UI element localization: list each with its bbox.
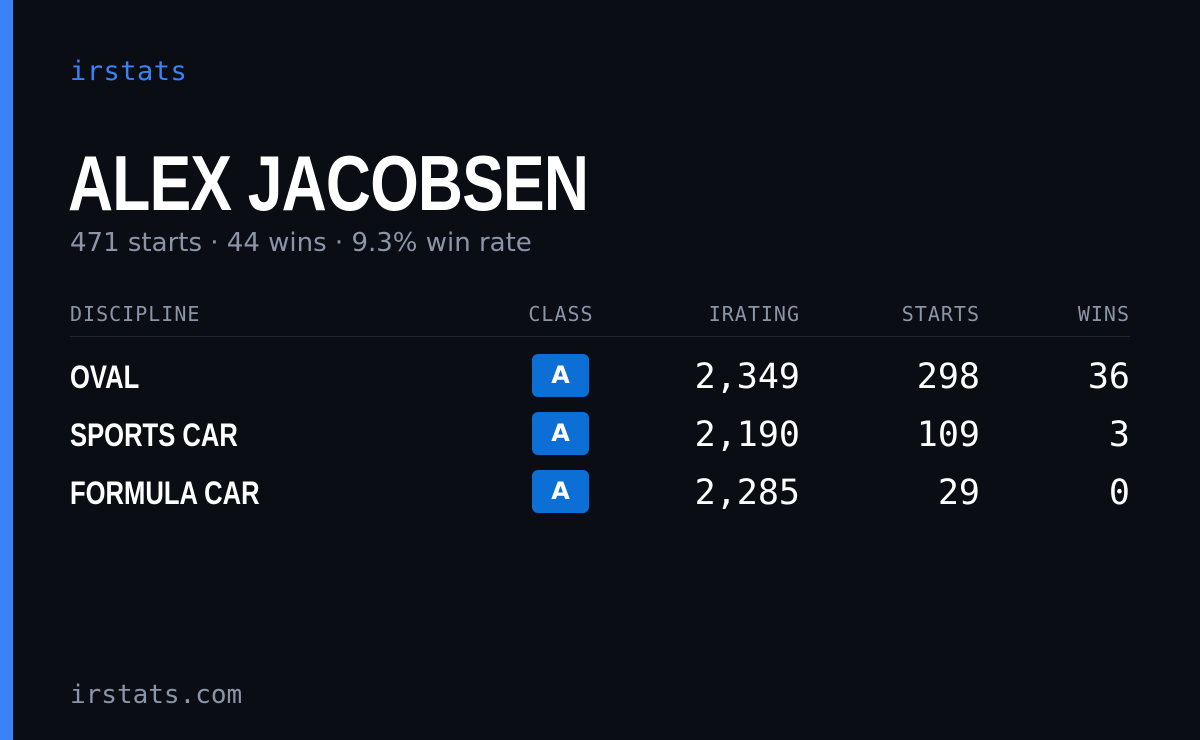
wins-value: 3 [1108,415,1130,455]
class-badge: A [532,354,589,397]
header-irating: IRATING [708,302,800,326]
class-badge: A [532,412,589,455]
discipline-label: FORMULA CAR [70,475,260,511]
header-class: CLASS [528,302,594,326]
table-row-formula-car: FORMULA CAR A 2,285 29 0 [70,453,1130,513]
driver-summary: 471 starts · 44 wins · 9.3% win rate [70,228,532,258]
driver-name: ALEX JACOBSEN [68,139,589,227]
irating-value: 2,285 [694,473,800,513]
header-discipline: DISCIPLINE [70,302,201,326]
irating-value: 2,190 [694,415,800,455]
discipline-table: DISCIPLINE CLASS IRATING STARTS WINS OVA… [70,298,1130,513]
starts-value: 298 [916,357,980,397]
header-wins: WINS [1077,302,1130,326]
wins-value: 0 [1108,473,1130,513]
header-starts: STARTS [901,302,980,326]
irating-value: 2,349 [694,357,800,397]
footer-url: irstats.com [70,680,243,710]
brand-logo: irstats [70,56,188,87]
accent-bar [0,0,13,740]
discipline-label: SPORTS CAR [70,417,238,453]
starts-value: 109 [916,415,980,455]
table-header: DISCIPLINE CLASS IRATING STARTS WINS [70,298,1130,337]
class-badge: A [532,470,589,513]
table-row-oval: OVAL A 2,349 298 36 [70,337,1130,397]
wins-value: 36 [1087,357,1130,397]
table-row-sports-car: SPORTS CAR A 2,190 109 3 [70,395,1130,455]
starts-value: 29 [937,473,980,513]
discipline-label: OVAL [70,359,140,395]
